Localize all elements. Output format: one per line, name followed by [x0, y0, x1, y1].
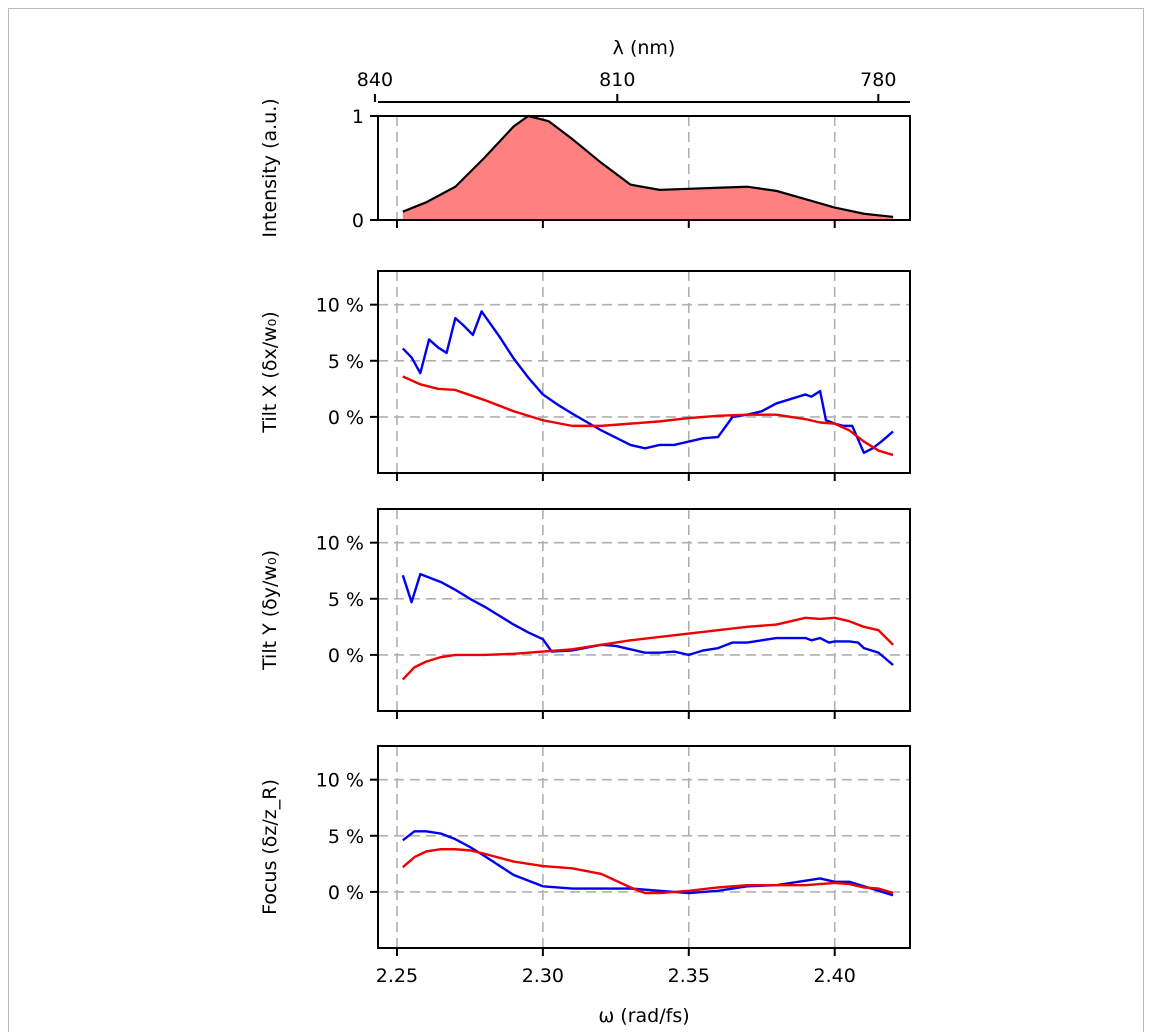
y-tick-label: 1 [352, 106, 364, 128]
top-axis-label: λ (nm) [613, 37, 676, 59]
x-tick-label: 2.35 [668, 965, 710, 987]
intensity-ylabel: Intensity (a.u.) [259, 98, 281, 237]
tilt-y-ylabel: Tilt Y (δy/w₀) [259, 550, 281, 671]
tilt-x-ylabel: Tilt X (δx/w₀) [259, 311, 281, 433]
y-tick-label: 0 % [328, 645, 364, 667]
y-tick-label: 0 % [328, 882, 364, 904]
x-tick-label: 2.40 [814, 965, 856, 987]
y-tick-label: 5 % [328, 351, 364, 373]
tilt-y-axes-frame [377, 508, 911, 712]
intensity-axes-frame [377, 115, 911, 221]
tilt-x-series-blue [401, 310, 894, 454]
tilt-y-series-red [401, 616, 894, 681]
focus-series-red [402, 848, 894, 895]
y-tick-label: 0 % [328, 407, 364, 429]
top-tick-label: 780 [860, 69, 896, 91]
top-tick-label: 810 [599, 69, 635, 91]
focus-ylabel: Focus (δz/z_R) [259, 779, 281, 915]
y-tick-label: 10 % [316, 295, 364, 317]
y-tick-label: 10 % [316, 770, 364, 792]
y-tick-label: 10 % [316, 533, 364, 555]
top-tick-label: 840 [357, 69, 393, 91]
tilt-x-axes-frame [377, 270, 911, 474]
tilt-y-series-blue [401, 572, 894, 666]
y-tick-label: 0 [352, 210, 364, 232]
tilt-x-series-red [402, 375, 894, 457]
x-tick-label: 2.30 [522, 965, 564, 987]
intensity-fill [402, 116, 894, 220]
focus-axes-frame [377, 745, 911, 949]
x-axis-label: ω (rad/fs) [598, 1005, 689, 1027]
y-tick-label: 5 % [328, 589, 364, 611]
intensity-line [402, 114, 894, 218]
focus-series-blue [402, 830, 894, 897]
x-tick-label: 2.25 [376, 965, 418, 987]
y-tick-label: 5 % [328, 826, 364, 848]
